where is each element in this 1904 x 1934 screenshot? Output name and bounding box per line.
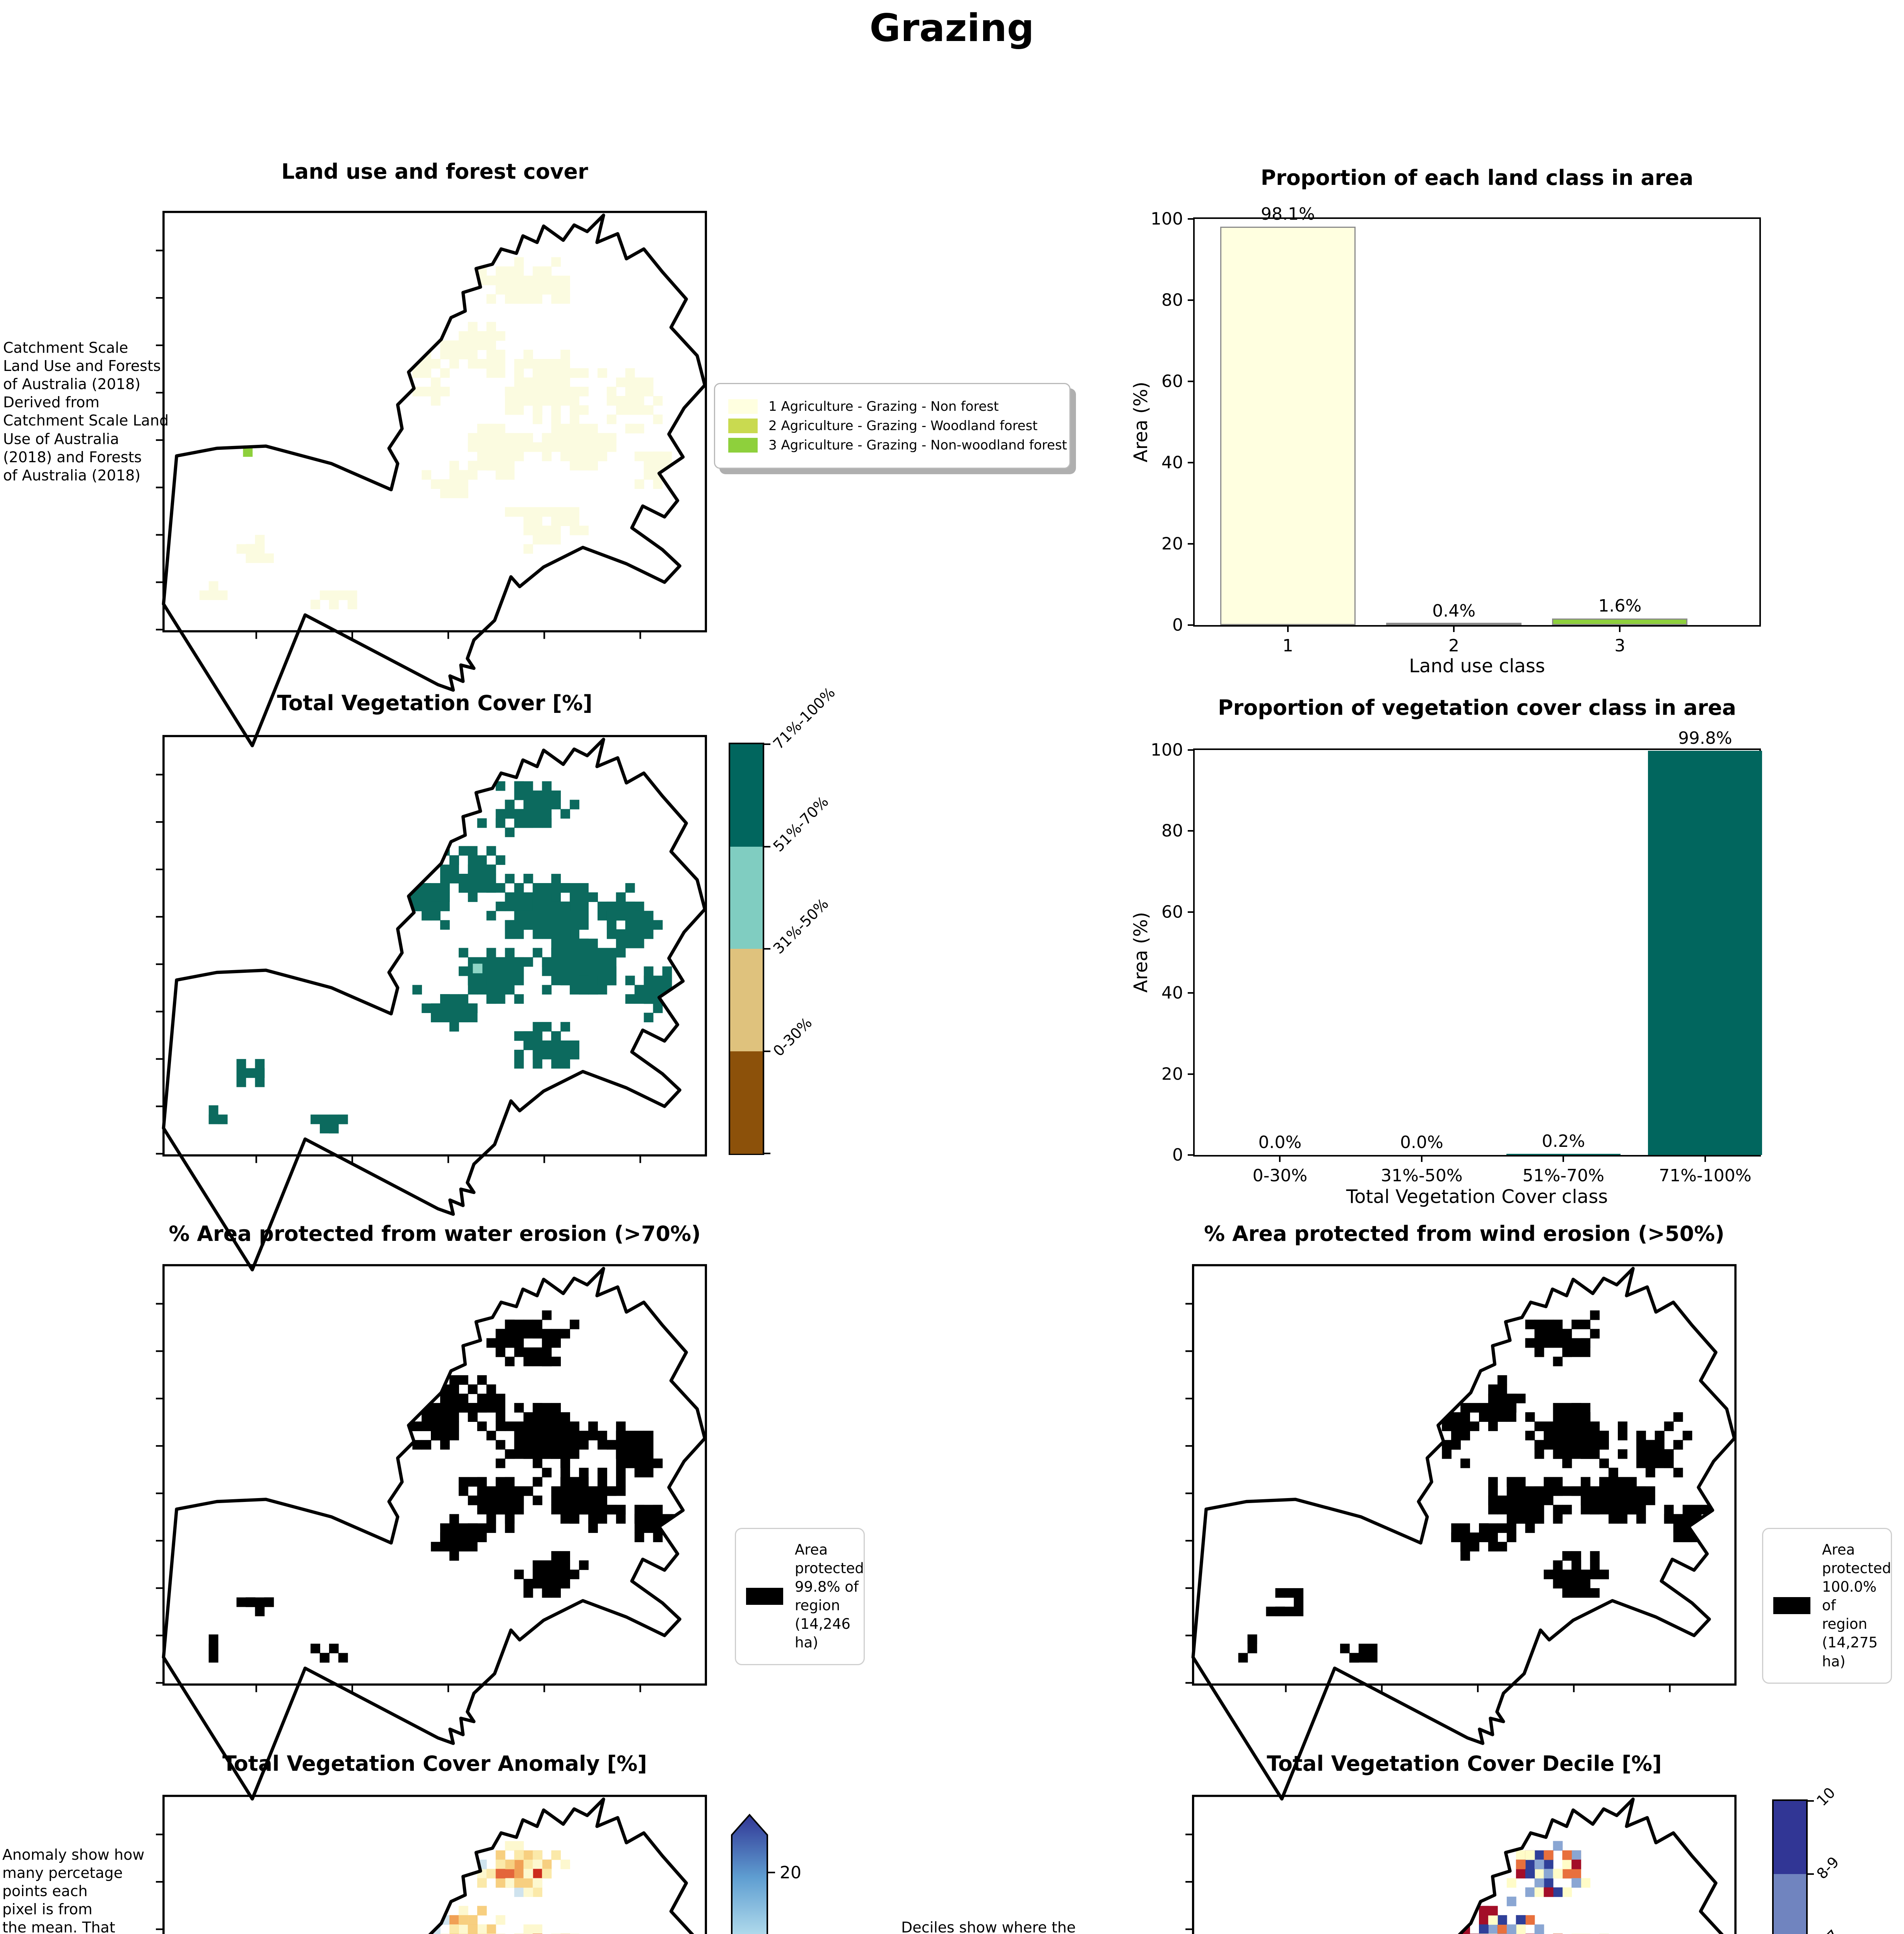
page-title: Grazing (869, 6, 1034, 50)
colorbar-segment (730, 846, 763, 949)
land-class-chart: 0 20 40 60 80 100 1 98.1% 2 0.4% 3 1.6% (1151, 204, 1761, 656)
legend-item: 1 Agriculture - Grazing - Non forest (728, 399, 1056, 414)
colorbar-segment (1774, 1874, 1806, 1934)
colorbar-segment (1774, 1801, 1806, 1875)
decile-colorbar: 108-94-72-31 (1772, 1784, 1842, 1934)
wind-erosion-map (1185, 1264, 1737, 1801)
water-erosion-map-title: % Area protected from water erosion (>70… (169, 1222, 701, 1246)
veg-class-chart-title: Proportion of vegetation cover class in … (1218, 695, 1737, 720)
legend-item: 3 Agriculture - Grazing - Non-woodland f… (728, 437, 1067, 453)
anomaly-colorbar-ticks: 20100−10−20 (767, 1863, 801, 1883)
decile-map-title: Total Vegetation Cover Decile [%] (1267, 1751, 1662, 1776)
svg-text:20: 20 (780, 1863, 801, 1883)
legend-item: 2 Agriculture - Grazing - Woodland fores… (728, 418, 1056, 434)
area-protected-swatch (1773, 1597, 1810, 1615)
area-protected-swatch (746, 1588, 783, 1605)
colorbar-segment (730, 1051, 763, 1154)
land-class-chart-xlabel: Land use class (1409, 655, 1545, 677)
legend-swatch (728, 419, 758, 433)
decile-annotation: Deciles show where the pixel value lies … (901, 1919, 1076, 1934)
veg-cover-colorbar: 71%-100% 51%-70% 31%-50% 0-30% (729, 684, 838, 1155)
anomaly-map (156, 1795, 707, 1934)
veg-class-chart-ylabel: Area (%) (1130, 912, 1152, 993)
wind-erosion-map-title: % Area protected from wind erosion (>50%… (1204, 1222, 1725, 1246)
veg-class-chart: 0 20 40 60 80 100 0-30% 0.0% 31%-50% 0.0% 51%-70% 0… (1151, 728, 1762, 1186)
colorbar-segment (730, 949, 763, 1052)
legend-swatch (728, 399, 758, 414)
bar-51%-70% (1506, 1154, 1621, 1155)
land-class-chart-ylabel: Area (%) (1130, 381, 1152, 463)
veg-cover-map (156, 735, 707, 1271)
decile-map (1185, 1795, 1737, 1934)
bar-1 (1220, 226, 1356, 625)
wind-erosion-legend: Area protected 100.0% of region (14,275 … (1762, 1528, 1892, 1684)
land-use-annotation: Catchment Scale Land Use and Forests of … (3, 339, 169, 484)
anomaly-colorbar: 20100−10−20 (731, 1813, 801, 1934)
legend-swatch (728, 438, 758, 453)
legend-label: 3 Agriculture - Grazing - Non-woodland f… (768, 437, 1067, 453)
bar-71%-100% (1648, 751, 1762, 1155)
anomaly-map-title: Total Vegetation Cover Anomaly [%] (222, 1751, 647, 1776)
land-use-map-title: Land use and forest cover (281, 159, 588, 184)
bar-3 (1552, 618, 1688, 625)
bar-2 (1386, 623, 1522, 625)
legend-label: 1 Agriculture - Grazing - Non forest (768, 399, 999, 414)
veg-class-chart-xlabel: Total Vegetation Cover class (1346, 1186, 1608, 1208)
veg-cover-map-title: Total Vegetation Cover [%] (277, 691, 593, 715)
colorbar-segment (730, 744, 763, 847)
anomaly-colorbar-bar (731, 1813, 768, 1934)
water-erosion-legend: Area protected 99.8% of region (14,246 h… (735, 1528, 865, 1665)
anomaly-annotation: Anomaly show how many percetage points e… (2, 1846, 145, 1934)
water-erosion-map (156, 1264, 707, 1801)
land-class-chart-title: Proportion of each land class in area (1260, 166, 1694, 190)
legend-label: 2 Agriculture - Grazing - Woodland fores… (768, 418, 1038, 434)
wind-erosion-legend-text: Area protected 100.0% of region (14,275 … (1822, 1541, 1891, 1670)
water-erosion-legend-text: Area protected 99.8% of region (14,246 h… (795, 1541, 864, 1651)
land-use-map (156, 211, 707, 747)
land-use-legend: 1 Agriculture - Grazing - Non forest 2 Ag… (714, 383, 1071, 469)
